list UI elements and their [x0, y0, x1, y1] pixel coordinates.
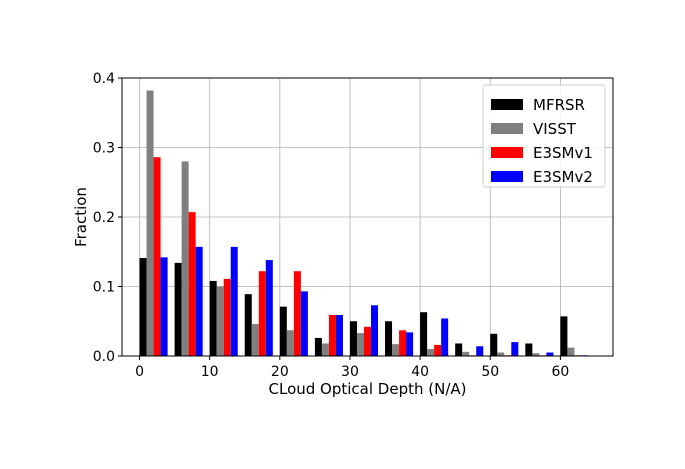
bar-visst-12	[567, 347, 575, 356]
x-tick-label: 30	[341, 364, 359, 380]
bar-visst-10	[497, 352, 505, 356]
bar-visst-11	[532, 353, 540, 356]
y-tick-label: 0.4	[93, 71, 115, 87]
bar-mfrsr-2	[209, 280, 217, 356]
bar-mfrsr-1	[174, 262, 182, 356]
legend: MFRSR VISST E3SMv1 E3SMv2	[482, 84, 606, 188]
bar-visst-2	[216, 286, 224, 356]
bar-mfrsr-12	[560, 316, 568, 356]
bar-e3smv2-11	[546, 352, 554, 356]
bar-mfrsr-8	[420, 312, 428, 356]
bar-e3smv2-6	[371, 305, 379, 356]
bar-e3smv1-5	[328, 314, 336, 356]
bar-mfrsr-4	[279, 306, 287, 356]
y-tick-label: 0.0	[93, 349, 115, 365]
legend-label-e3smv2: E3SMv2	[533, 168, 593, 186]
x-tick-label: 60	[551, 364, 569, 380]
legend-label-e3smv1: E3SMv1	[533, 144, 593, 162]
legend-swatch-e3smv2	[491, 171, 523, 182]
bar-e3smv2-4	[300, 291, 308, 356]
bar-mfrsr-0	[139, 258, 147, 356]
bar-visst-3	[251, 324, 259, 356]
x-tick-label: 50	[481, 364, 499, 380]
y-tick-label: 0.2	[93, 210, 115, 226]
bar-e3smv2-8	[441, 318, 449, 356]
x-tick-label: 20	[271, 364, 289, 380]
bar-mfrsr-9	[455, 343, 463, 356]
bar-e3smv1-8	[434, 344, 442, 356]
x-tick-label: 40	[411, 364, 429, 380]
legend-swatch-visst	[491, 123, 523, 134]
legend-label-visst: VISST	[533, 120, 577, 138]
axis-ticks: 0 10 20 30 40 50 60 0.0 0.1 0.2 0.3 0.4	[93, 71, 570, 380]
bar-mfrsr-5	[314, 337, 322, 356]
bar-e3smv1-3	[258, 271, 266, 356]
bar-e3smv1-1	[188, 212, 196, 356]
bar-mfrsr-7	[385, 321, 393, 356]
bar-e3smv2-5	[335, 314, 343, 356]
bar-e3smv1-7	[399, 330, 407, 356]
bar-visst-9	[462, 351, 470, 356]
x-axis-label: CLoud Optical Depth (N/A)	[269, 380, 467, 398]
bars	[139, 90, 589, 356]
bar-e3smv2-1	[195, 246, 203, 356]
bar-e3smv2-10	[511, 342, 519, 356]
bar-visst-7	[392, 344, 400, 356]
bar-e3smv2-7	[406, 332, 414, 356]
bar-mfrsr-11	[525, 343, 533, 356]
bar-e3smv1-6	[363, 326, 372, 356]
bar-mfrsr-3	[244, 294, 252, 356]
legend-swatch-e3smv1	[491, 147, 523, 158]
bar-visst-1	[181, 161, 189, 356]
bar-e3smv1-4	[293, 271, 301, 356]
bar-e3smv1-0	[153, 157, 161, 356]
bar-e3smv2-3	[265, 260, 273, 356]
y-tick-label: 0.3	[93, 141, 115, 157]
legend-label-mfrsr: MFRSR	[533, 96, 585, 114]
legend-box	[482, 84, 606, 188]
bar-visst-0	[146, 90, 154, 356]
legend-swatch-mfrsr	[491, 99, 523, 110]
y-tick-label: 0.1	[93, 280, 115, 296]
x-tick-label: 0	[135, 364, 144, 380]
bar-visst-5	[321, 343, 329, 356]
bar-e3smv2-9	[476, 346, 484, 356]
bar-visst-6	[356, 333, 364, 356]
bar-e3smv2-2	[230, 246, 238, 356]
bar-mfrsr-10	[490, 333, 498, 356]
bar-mfrsr-6	[349, 321, 357, 356]
bar-visst-4	[286, 330, 294, 356]
y-axis-label: Fraction	[72, 187, 90, 247]
bar-e3smv1-2	[223, 278, 231, 356]
bar-e3smv2-0	[160, 257, 168, 356]
x-tick-label: 10	[201, 364, 219, 380]
bar-visst-8	[427, 349, 435, 356]
